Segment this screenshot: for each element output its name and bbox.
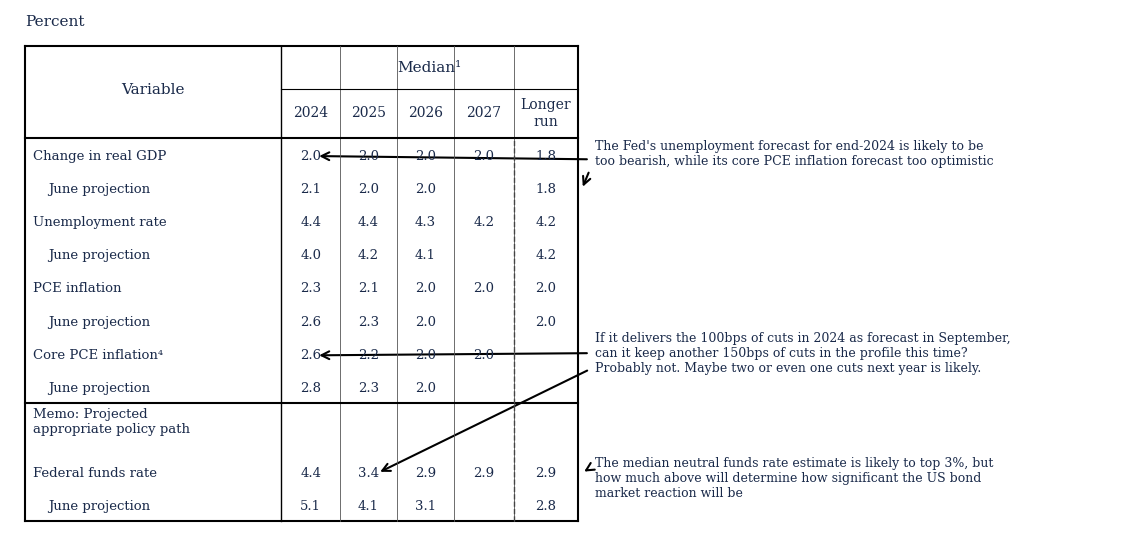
Text: 2.9: 2.9: [535, 467, 557, 480]
Text: 3.1: 3.1: [415, 500, 435, 513]
Text: Percent: Percent: [25, 15, 84, 29]
Text: 2026: 2026: [408, 106, 442, 120]
Text: 2.6: 2.6: [301, 349, 321, 362]
Text: 4.3: 4.3: [415, 216, 435, 229]
Text: 1.8: 1.8: [535, 183, 557, 196]
Text: 4.2: 4.2: [473, 216, 494, 229]
Text: 2.3: 2.3: [358, 315, 379, 329]
Text: Core PCE inflation⁴: Core PCE inflation⁴: [33, 349, 163, 362]
Text: 2.0: 2.0: [358, 183, 379, 196]
Text: 2.0: 2.0: [473, 150, 494, 163]
Text: 2.3: 2.3: [358, 382, 379, 395]
Text: 2.0: 2.0: [415, 349, 435, 362]
Text: 2.9: 2.9: [415, 467, 435, 480]
Text: 2027: 2027: [466, 106, 501, 120]
Text: 4.4: 4.4: [301, 467, 321, 480]
Text: Memo: Projected
appropriate policy path: Memo: Projected appropriate policy path: [33, 408, 189, 436]
Text: 2.0: 2.0: [358, 150, 379, 163]
Text: 5.1: 5.1: [301, 500, 321, 513]
Text: 2.0: 2.0: [473, 282, 494, 295]
Text: 2.0: 2.0: [535, 315, 557, 329]
Text: 2.8: 2.8: [535, 500, 557, 513]
Text: Change in real GDP: Change in real GDP: [33, 150, 167, 163]
Text: 4.2: 4.2: [535, 249, 557, 262]
Text: 2.6: 2.6: [301, 315, 321, 329]
Text: Median¹: Median¹: [398, 60, 462, 75]
Text: 2.3: 2.3: [301, 282, 321, 295]
Text: 4.2: 4.2: [358, 249, 379, 262]
Text: June projection: June projection: [48, 500, 150, 513]
Text: 4.0: 4.0: [301, 249, 321, 262]
Text: 2.0: 2.0: [415, 282, 435, 295]
Text: The median neutral funds rate estimate is likely to top 3%, but
how much above w: The median neutral funds rate estimate i…: [595, 457, 993, 501]
Text: 4.1: 4.1: [358, 500, 379, 513]
Text: 2.0: 2.0: [415, 150, 435, 163]
Text: June projection: June projection: [48, 315, 150, 329]
Text: The Fed's unemployment forecast for end-2024 is likely to be
too bearish, while : The Fed's unemployment forecast for end-…: [595, 140, 995, 168]
Text: 4.2: 4.2: [535, 216, 557, 229]
Text: 2.0: 2.0: [301, 150, 321, 163]
Text: 2.0: 2.0: [415, 183, 435, 196]
Text: If it delivers the 100bps of cuts in 2024 as forecast in September,
can it keep : If it delivers the 100bps of cuts in 202…: [595, 332, 1012, 375]
Text: 2.0: 2.0: [473, 349, 494, 362]
Text: 4.1: 4.1: [415, 249, 435, 262]
Text: 2.8: 2.8: [301, 382, 321, 395]
Text: June projection: June projection: [48, 249, 150, 262]
Text: June projection: June projection: [48, 382, 150, 395]
Text: 2.0: 2.0: [535, 282, 557, 295]
Text: 1.8: 1.8: [535, 150, 557, 163]
Text: 4.4: 4.4: [358, 216, 379, 229]
Text: PCE inflation: PCE inflation: [33, 282, 121, 295]
Text: 2.1: 2.1: [358, 282, 379, 295]
Text: June projection: June projection: [48, 183, 150, 196]
Text: Unemployment rate: Unemployment rate: [33, 216, 167, 229]
Text: 2.2: 2.2: [358, 349, 379, 362]
Text: 2.9: 2.9: [473, 467, 494, 480]
Text: 4.4: 4.4: [301, 216, 321, 229]
Text: 2.1: 2.1: [301, 183, 321, 196]
Text: 2.0: 2.0: [415, 382, 435, 395]
Text: 3.4: 3.4: [358, 467, 379, 480]
Text: Federal funds rate: Federal funds rate: [33, 467, 156, 480]
Text: 2025: 2025: [352, 106, 386, 120]
Text: Longer
run: Longer run: [521, 98, 572, 129]
Text: 2024: 2024: [294, 106, 328, 120]
Text: 2.0: 2.0: [415, 315, 435, 329]
Text: Variable: Variable: [121, 84, 185, 97]
